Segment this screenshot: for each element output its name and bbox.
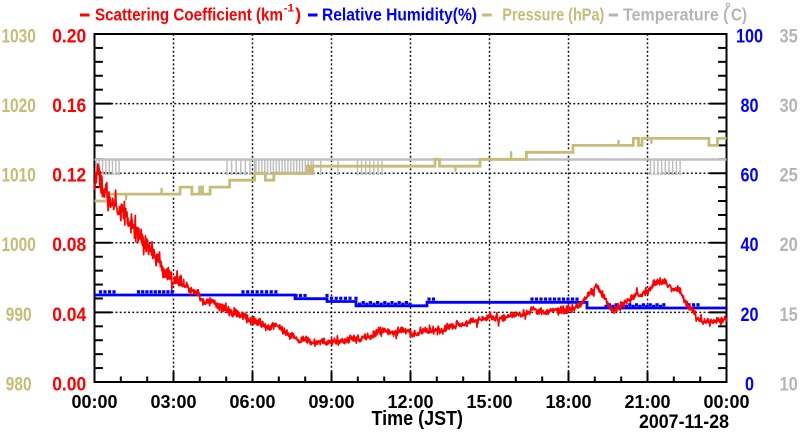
svg-text:Time (JST): Time (JST) [372,408,464,430]
svg-text:80: 80 [741,95,759,117]
svg-text:12:00: 12:00 [388,391,434,412]
svg-text:10: 10 [780,373,798,395]
svg-text:1000: 1000 [1,234,35,256]
svg-text:Relative Humidity(%): Relative Humidity(%) [322,5,477,25]
svg-text:00:00: 00:00 [72,391,118,412]
svg-text:03:00: 03:00 [151,391,197,412]
svg-text:25: 25 [780,165,798,187]
svg-text:0.08: 0.08 [52,234,86,256]
svg-text:100: 100 [736,25,763,47]
svg-text:-1: -1 [284,3,295,15]
svg-text:Scattering Coefficient (km: Scattering Coefficient (km [95,5,283,25]
svg-text:0.04: 0.04 [52,304,86,326]
svg-text:35: 35 [780,25,798,47]
svg-text:20: 20 [780,234,798,256]
svg-text:15: 15 [780,304,798,326]
svg-text:1030: 1030 [1,25,35,47]
svg-text:1010: 1010 [1,165,35,187]
svg-text:06:00: 06:00 [230,391,276,412]
svg-text:18:00: 18:00 [546,391,592,412]
svg-text:20: 20 [741,304,759,326]
svg-text:Temperature (: Temperature ( [623,5,729,25]
svg-text:00:00: 00:00 [704,391,750,412]
svg-text:30: 30 [780,95,798,117]
svg-text:): ) [295,5,301,25]
svg-text:Pressure (hPa): Pressure (hPa) [502,5,604,25]
svg-text:60: 60 [741,165,759,187]
svg-text:C): C) [731,5,747,25]
svg-text:09:00: 09:00 [309,391,355,412]
svg-text:21:00: 21:00 [625,391,671,412]
svg-text:0.16: 0.16 [52,95,86,117]
svg-text:0.00: 0.00 [52,373,86,395]
svg-text:40: 40 [741,234,759,256]
svg-text:2007-11-28: 2007-11-28 [639,411,729,433]
svg-text:0.12: 0.12 [52,165,86,187]
svg-text:1020: 1020 [1,95,35,117]
svg-text:980: 980 [6,373,32,395]
svg-text:0.20: 0.20 [52,25,86,47]
svg-text:990: 990 [6,304,32,326]
svg-text:0: 0 [745,373,754,395]
svg-text:15:00: 15:00 [467,391,513,412]
